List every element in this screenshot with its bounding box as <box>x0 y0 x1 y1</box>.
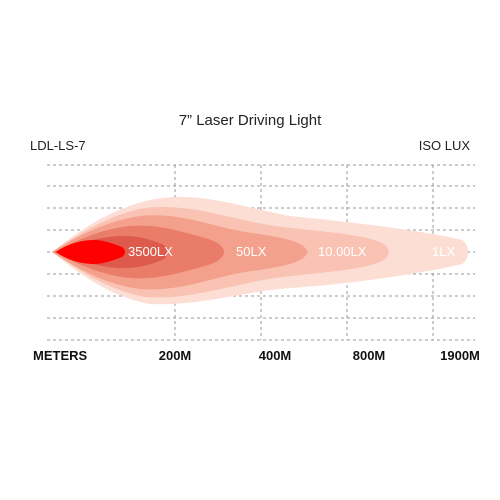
axis-tick-1900m: 1900M <box>440 348 480 363</box>
zone-label-1lx: 1LX <box>432 244 455 259</box>
zone-label-3500lx: 3500LX <box>128 244 173 259</box>
axis-meters-label: METERS <box>33 348 88 363</box>
model-label: LDL-LS-7 <box>30 138 86 153</box>
axis-tick-400m: 400M <box>259 348 292 363</box>
zone-label-50lx: 50LX <box>236 244 267 259</box>
diagram-title: 7” Laser Driving Light <box>178 112 322 129</box>
hotspot <box>56 240 125 264</box>
axis-tick-800m: 800M <box>353 348 386 363</box>
zone-label-10lx: 10.00LX <box>318 244 367 259</box>
axis-tick-200m: 200M <box>159 348 192 363</box>
iso-lux-label: ISO LUX <box>418 138 470 153</box>
